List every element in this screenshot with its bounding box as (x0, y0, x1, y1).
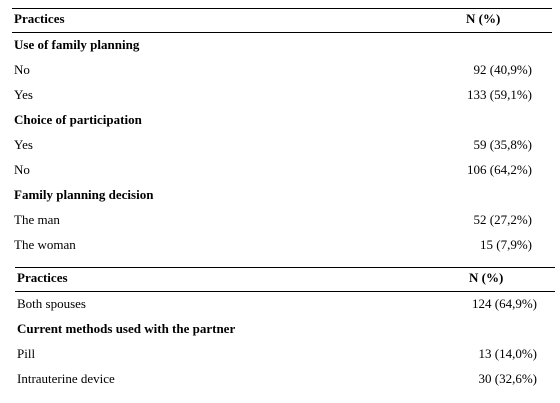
row-label: Intrauterine device (17, 371, 115, 386)
section-label: Use of family planning (14, 37, 140, 52)
row-label: No (14, 62, 30, 77)
header-rule (12, 32, 552, 33)
header-cell: Practices (14, 11, 65, 26)
section-label: Family planning decision (14, 187, 154, 202)
row-label: The woman (14, 237, 76, 252)
row-value: 15 (7,9%) (480, 237, 532, 252)
row-label: Yes (14, 137, 33, 152)
row-label: The man (14, 212, 60, 227)
row-value: 30 (32,6%) (478, 371, 538, 386)
row-value: 106 (64,2%) (467, 162, 532, 177)
row-label: Both spouses (17, 296, 86, 311)
table-top-rule (12, 8, 552, 9)
header-cell: N (%) (469, 270, 504, 285)
row-label: No (14, 162, 30, 177)
row-value: 13 (14,0%) (478, 346, 538, 361)
header-cell: Practices (17, 270, 68, 285)
header-cell: N (%) (466, 11, 501, 26)
row-value: 52 (27,2%) (473, 212, 533, 227)
section-label: Current methods used with the partner (17, 321, 236, 336)
header-rule (15, 291, 555, 292)
table-top-rule (15, 267, 555, 268)
section-label: Choice of participation (14, 112, 142, 127)
row-value: 124 (64,9%) (472, 296, 537, 311)
row-value: 59 (35,8%) (473, 137, 533, 152)
row-label: Pill (17, 346, 36, 361)
row-label: Yes (14, 87, 33, 102)
row-value: 92 (40,9%) (473, 62, 533, 77)
row-value: 133 (59,1%) (467, 87, 532, 102)
